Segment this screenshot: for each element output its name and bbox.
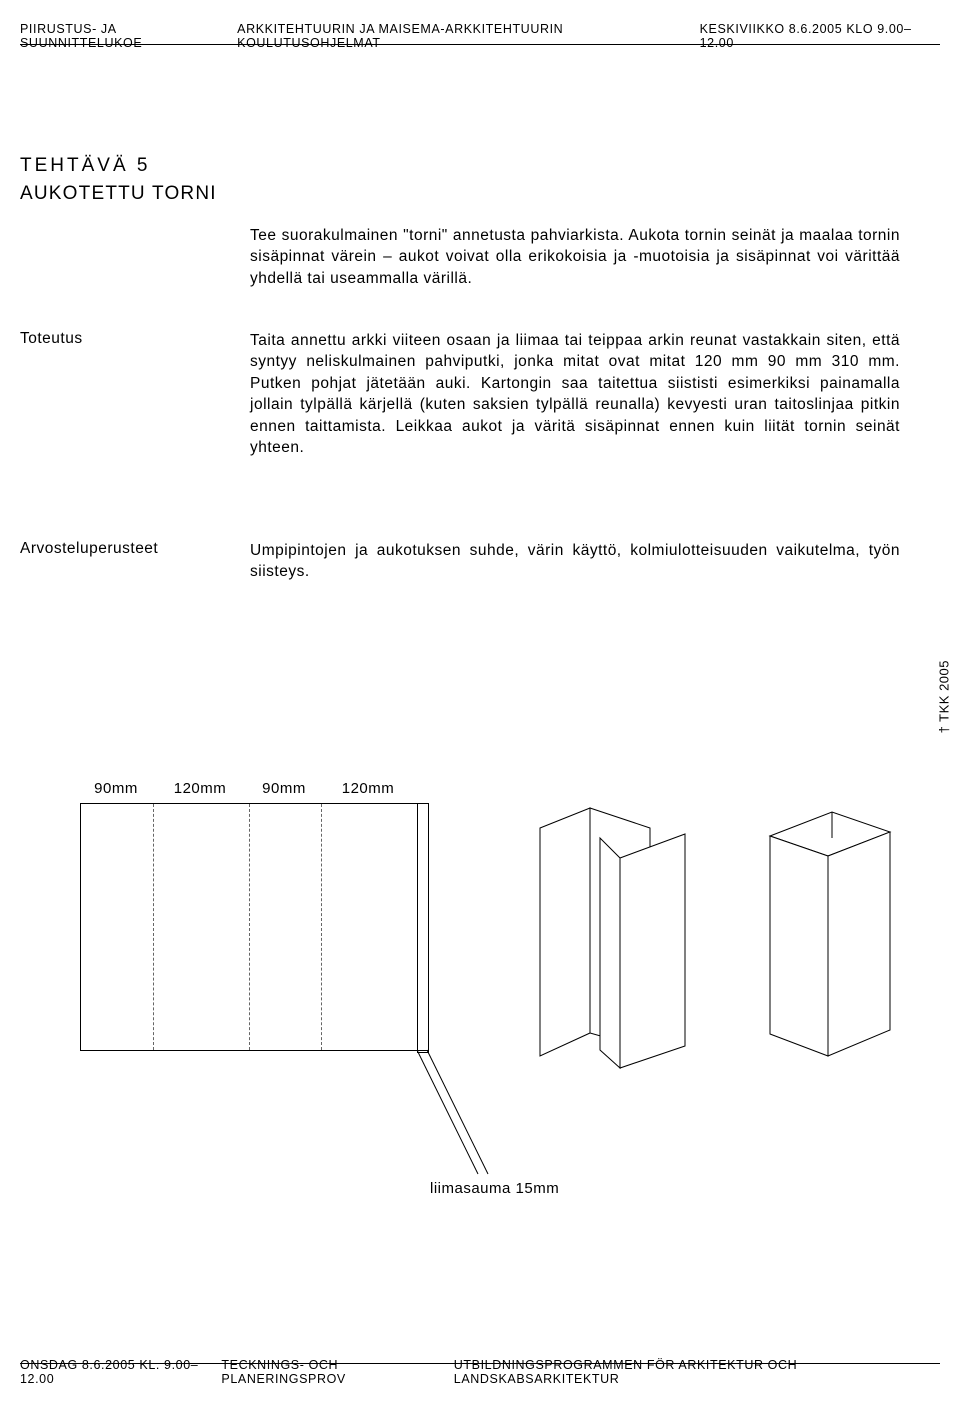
dim-b: 120mm xyxy=(152,780,248,797)
isometric-closed xyxy=(740,798,920,1068)
task-name: AUKOTETTU TORNI xyxy=(20,183,217,205)
section-label-arvostelu: Arvosteluperusteet xyxy=(20,540,250,583)
intro-paragraph: Tee suorakulmainen "torni" annetusta pah… xyxy=(250,225,900,289)
isometric-partial xyxy=(500,798,720,1078)
footer-right: UTBILDNINGSPROGRAMMEN FÖR ARKITEKTUR OCH… xyxy=(454,1358,940,1386)
page-header: PIIRUSTUS- JA SUUNNITTELUKOE ARKKITEHTUU… xyxy=(20,22,940,50)
dim-d: 120mm xyxy=(320,780,416,797)
section-body-arvostelu: Umpipintojen ja aukotuksen suhde, värin … xyxy=(250,540,900,583)
footer-left: ONSDAG 8.6.2005 KL. 9.00–12.00 xyxy=(20,1358,221,1386)
dimension-labels: 90mm 120mm 90mm 120mm xyxy=(80,780,900,797)
title-block: TEHTÄVÄ 5 AUKOTETTU TORNI xyxy=(20,155,217,205)
header-rule xyxy=(20,44,940,45)
section-arvostelu: Arvosteluperusteet Umpipintojen ja aukot… xyxy=(20,540,900,583)
header-center: ARKKITEHTUURIN JA MAISEMA-ARKKITEHTUURIN… xyxy=(237,22,699,50)
dim-a: 90mm xyxy=(80,780,152,797)
header-right: KESKIVIIKKO 8.6.2005 KLO 9.00–12.00 xyxy=(700,22,940,50)
dim-c: 90mm xyxy=(248,780,320,797)
glue-seam-label: liimasauma 15mm xyxy=(430,1180,559,1197)
side-copyright: † TKK 2005 xyxy=(936,660,951,733)
footer-center: TECKNINGS- OCH PLANERINGSPROV xyxy=(221,1358,453,1386)
section-toteutus: Toteutus Taita annettu arkki viiteen osa… xyxy=(20,330,900,458)
page-footer: ONSDAG 8.6.2005 KL. 9.00–12.00 TECKNINGS… xyxy=(20,1358,940,1386)
section-label-toteutus: Toteutus xyxy=(20,330,250,458)
diagram-area: 90mm 120mm 90mm 120mm liimasauma 15mm xyxy=(80,780,900,1051)
header-left: PIIRUSTUS- JA SUUNNITTELUKOE xyxy=(20,22,237,50)
section-body-toteutus: Taita annettu arkki viiteen osaan ja lii… xyxy=(250,330,900,458)
task-number: TEHTÄVÄ 5 xyxy=(20,155,217,177)
